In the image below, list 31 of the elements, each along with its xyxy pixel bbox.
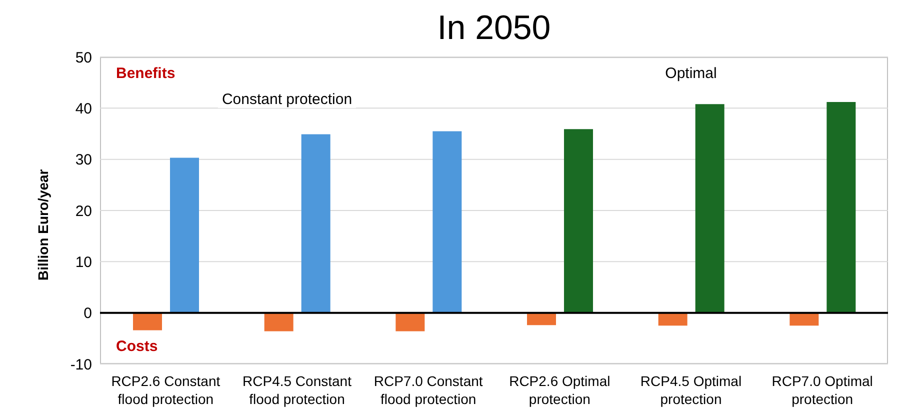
- y-tick-label: 10: [75, 254, 92, 271]
- y-tick-label: -10: [70, 356, 92, 374]
- bar: [790, 312, 819, 326]
- bar: [264, 312, 294, 332]
- x-tick-label: RCP2.6 Optimal protection: [509, 373, 610, 407]
- annotation: Constant protection: [218, 91, 356, 108]
- annotation: Optimal: [661, 65, 721, 82]
- y-tick-label: 20: [75, 202, 92, 220]
- bar: [527, 312, 556, 326]
- x-tick-label: RCP2.6 Constant flood protection: [111, 373, 220, 407]
- bar: [301, 134, 330, 313]
- y-tick-label: 0: [84, 305, 92, 322]
- x-tick-label: RCP4.5 Constant flood protection: [242, 373, 352, 407]
- annotation: Benefits: [115, 65, 176, 82]
- bar: [658, 312, 688, 326]
- y-axis-title: Billion Euro/year: [34, 168, 51, 280]
- y-tick-label: 50: [75, 49, 92, 66]
- bar: [432, 131, 462, 313]
- bar: [826, 102, 856, 313]
- bar: [695, 104, 724, 313]
- y-tick-label: 40: [75, 100, 92, 118]
- chart-title: In 2050: [436, 8, 552, 48]
- annotation: Costs: [115, 338, 159, 355]
- bar: [396, 312, 425, 332]
- x-tick-label: RCP7.0 Constant flood protection: [374, 373, 483, 407]
- bar: [133, 312, 162, 330]
- x-tick-label: RCP7.0 Optimal protection: [772, 373, 873, 407]
- x-tick-label: RCP4.5 Optimal protection: [640, 373, 742, 407]
- bar: [170, 158, 199, 313]
- y-tick-label: 30: [75, 152, 92, 169]
- bar: [564, 129, 593, 313]
